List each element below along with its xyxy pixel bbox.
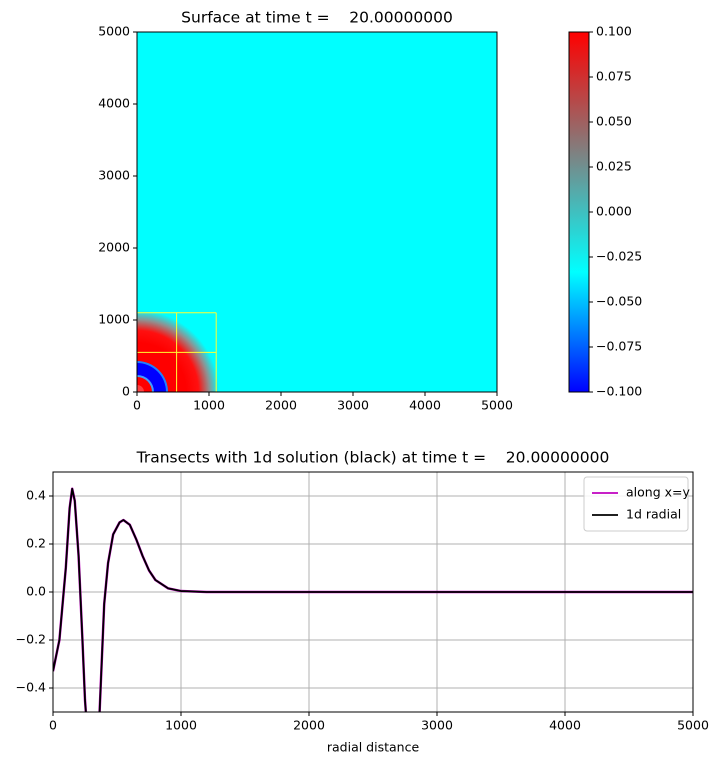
colorbar-tick-label: 0.075 <box>596 69 632 84</box>
colorbar-tick-label: 0.000 <box>596 204 632 219</box>
x-tick-label: 5000 <box>481 398 513 413</box>
x-axis-label: radial distance <box>327 740 420 755</box>
y-tick-label: 0 <box>122 384 130 399</box>
x-tick-label: 0 <box>133 398 141 413</box>
x-tick-label: 2000 <box>293 718 325 733</box>
legend-box <box>583 476 689 532</box>
axes-frame <box>136 31 498 393</box>
chart-title: Surface at time t = 20.00000000 <box>181 9 453 27</box>
x-tick-label: 5000 <box>677 718 709 733</box>
plot-area <box>53 487 693 712</box>
y-tick-label: 0.4 <box>26 488 46 503</box>
y-tick-label: 0.0 <box>26 584 46 599</box>
x-tick-label: 1000 <box>193 398 225 413</box>
x-tick-label: 4000 <box>409 398 441 413</box>
axes-frame <box>52 471 694 713</box>
y-tick-label: 5000 <box>98 24 130 39</box>
x-tick-label: 0 <box>49 718 57 733</box>
x-tick-label: 2000 <box>265 398 297 413</box>
x-tick-label: 4000 <box>549 718 581 733</box>
colorbar-tick-label: −0.075 <box>596 339 642 354</box>
colorbar <box>568 31 590 393</box>
y-tick-label: 0.2 <box>26 536 46 551</box>
legend-label: along x=y <box>626 485 690 500</box>
x-tick-label: 1000 <box>165 718 197 733</box>
y-tick-label: −0.4 <box>16 680 46 695</box>
colorbar-tick-label: −0.050 <box>596 294 642 309</box>
colorbar-tick-label: −0.025 <box>596 249 642 264</box>
legend-label: 1d radial <box>626 507 681 522</box>
colorbar-tick-label: 0.100 <box>596 24 632 39</box>
x-tick-label: 3000 <box>421 718 453 733</box>
y-tick-label: 3000 <box>98 168 130 183</box>
chart-title: Transects with 1d solution (black) at ti… <box>136 449 610 467</box>
colorbar-tick-label: −0.100 <box>596 384 642 399</box>
y-tick-label: 1000 <box>98 312 130 327</box>
y-tick-label: 4000 <box>98 96 130 111</box>
colorbar-tick-label: 0.025 <box>596 159 632 174</box>
surface <box>137 32 497 392</box>
series-line <box>53 487 693 712</box>
y-tick-label: 2000 <box>98 240 130 255</box>
x-tick-label: 3000 <box>337 398 369 413</box>
colorbar-tick-label: 0.050 <box>596 114 632 129</box>
y-tick-label: −0.2 <box>16 632 46 647</box>
